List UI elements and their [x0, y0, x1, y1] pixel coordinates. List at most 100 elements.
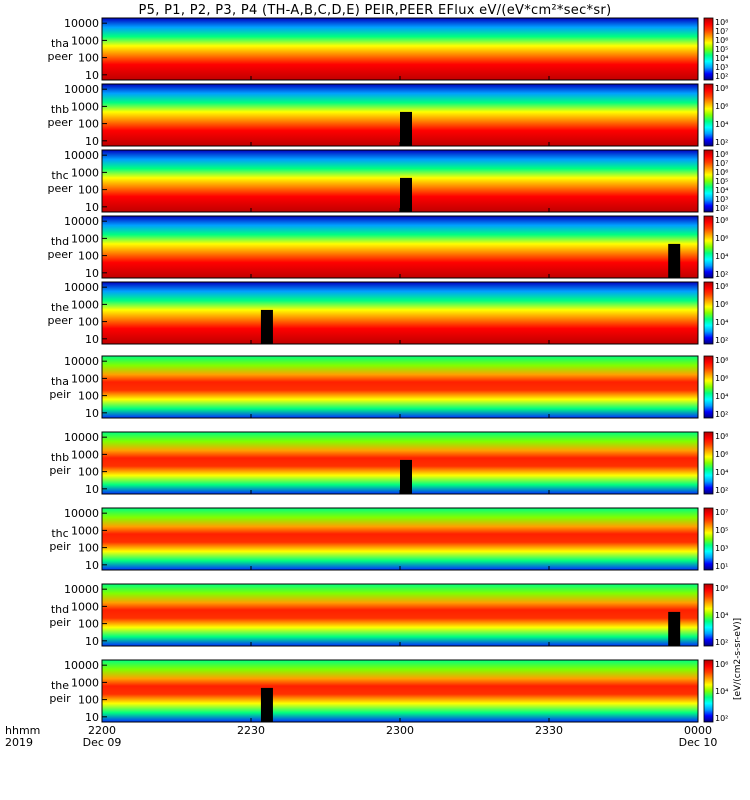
y-tick-label: 1000 — [71, 298, 99, 311]
y-tick-label: 100 — [78, 184, 99, 197]
spectrogram-tha-peer — [102, 18, 698, 80]
data-gap-marker — [260, 309, 273, 344]
colorbar-tick-label: 10⁶ — [715, 584, 728, 593]
colorbar-tick-label: 10⁸ — [715, 432, 728, 441]
y-tick-label: 100 — [78, 694, 99, 707]
colorbar — [703, 583, 714, 647]
colorbar-tick-label: 10² — [715, 336, 728, 345]
colorbar — [703, 431, 714, 495]
colorbar-tick-label: 10⁴ — [715, 392, 728, 401]
panel-species-label: peer — [47, 50, 73, 63]
y-tick-label: 1000 — [71, 232, 99, 245]
spectrogram-the-peer — [102, 282, 698, 344]
y-tick-label: 1000 — [71, 34, 99, 47]
colorbar-tick-label: 10⁸ — [715, 150, 728, 159]
y-tick-label: 10 — [85, 483, 99, 496]
data-gap-marker — [668, 611, 681, 646]
colorbar-tick-label: 10² — [715, 486, 728, 495]
panel-species-label: peer — [47, 314, 73, 327]
colorbar-tick-label: 10⁵ — [715, 526, 728, 535]
panel-probe-label: the — [51, 301, 69, 314]
y-tick-label: 100 — [78, 542, 99, 555]
colorbar-tick-label: 10² — [715, 638, 728, 647]
y-tick-label: 10000 — [64, 149, 99, 162]
y-tick-label: 1000 — [71, 600, 99, 613]
y-tick-label: 10000 — [64, 83, 99, 96]
y-tick-label: 10 — [85, 635, 99, 648]
panel-probe-label: tha — [51, 37, 69, 50]
x-tick-label: 0000 — [684, 724, 712, 737]
colorbar — [703, 281, 714, 345]
colorbar-unit-label: [eV/(cm2-s-sr-eV)] — [733, 618, 743, 700]
colorbar-tick-label: 10⁶ — [715, 300, 728, 309]
panel-probe-label: tha — [51, 375, 69, 388]
colorbar-tick-label: 10² — [715, 410, 728, 419]
spectrogram-tha-peir — [102, 356, 698, 418]
x-tick-label: 2300 — [386, 724, 414, 737]
colorbar-tick-label: 10⁷ — [715, 159, 728, 168]
y-tick-label: 100 — [78, 250, 99, 263]
y-tick-label: 10000 — [64, 215, 99, 228]
colorbar-tick-label: 10⁴ — [715, 186, 728, 195]
colorbar-tick-label: 10³ — [715, 195, 728, 204]
panel-species-label: peir — [49, 692, 71, 705]
x-axis-year: 2019 — [5, 736, 33, 749]
colorbar-tick-label: 10² — [715, 270, 728, 279]
colorbar — [703, 17, 714, 81]
colorbar-tick-label: 10⁸ — [715, 216, 728, 225]
colorbar-tick-label: 10⁶ — [715, 168, 728, 177]
panel-species-label: peer — [47, 182, 73, 195]
colorbar-tick-label: 10⁴ — [715, 120, 728, 129]
chart-title: P5, P1, P2, P3, P4 (TH-A,B,C,D,E) PEIR,P… — [138, 3, 612, 18]
panel-probe-label: the — [51, 679, 69, 692]
y-tick-label: 10000 — [64, 431, 99, 444]
colorbar-tick-label: 10⁴ — [715, 318, 728, 327]
y-tick-label: 10000 — [64, 583, 99, 596]
panel-species-label: peir — [49, 464, 71, 477]
y-tick-label: 10 — [85, 333, 99, 346]
spectrogram-the-peir — [102, 660, 698, 722]
colorbar-tick-label: 10⁵ — [715, 177, 728, 186]
y-tick-label: 1000 — [71, 676, 99, 689]
colorbar — [703, 215, 714, 279]
y-tick-label: 10000 — [64, 355, 99, 368]
y-tick-label: 1000 — [71, 100, 99, 113]
data-gap-marker — [260, 687, 273, 722]
colorbar-tick-label: 10⁵ — [715, 45, 728, 54]
y-tick-label: 10 — [85, 711, 99, 724]
colorbar — [703, 355, 714, 419]
colorbar-tick-label: 10² — [715, 204, 728, 213]
panel-probe-label: thd — [51, 235, 69, 248]
colorbar-tick-label: 10² — [715, 138, 728, 147]
panel-species-label: peir — [49, 388, 71, 401]
colorbar-tick-label: 10³ — [715, 544, 728, 553]
panel-probe-label: thd — [51, 603, 69, 616]
colorbar-tick-label: 10⁶ — [715, 450, 728, 459]
y-tick-label: 10 — [85, 135, 99, 148]
colorbar-tick-label: 10¹ — [715, 562, 728, 571]
colorbar-tick-label: 10² — [715, 714, 728, 723]
y-tick-label: 1000 — [71, 448, 99, 461]
colorbar — [703, 149, 714, 213]
y-tick-label: 10 — [85, 69, 99, 82]
x-tick-label: 2230 — [237, 724, 265, 737]
colorbar-tick-label: 10⁶ — [715, 102, 728, 111]
y-tick-label: 100 — [78, 118, 99, 131]
x-date-label: Dec 10 — [679, 736, 718, 749]
panel-species-label: peir — [49, 540, 71, 553]
panel-species-label: peer — [47, 248, 73, 261]
y-tick-label: 10000 — [64, 281, 99, 294]
colorbar-tick-label: 10³ — [715, 63, 728, 72]
x-tick-label: 2330 — [535, 724, 563, 737]
spectrogram-thc-peir — [102, 508, 698, 570]
colorbar-tick-label: 10⁶ — [715, 234, 728, 243]
colorbar-tick-label: 10⁸ — [715, 18, 728, 27]
colorbar-tick-label: 10⁴ — [715, 611, 728, 620]
panel-probe-label: thb — [51, 451, 69, 464]
